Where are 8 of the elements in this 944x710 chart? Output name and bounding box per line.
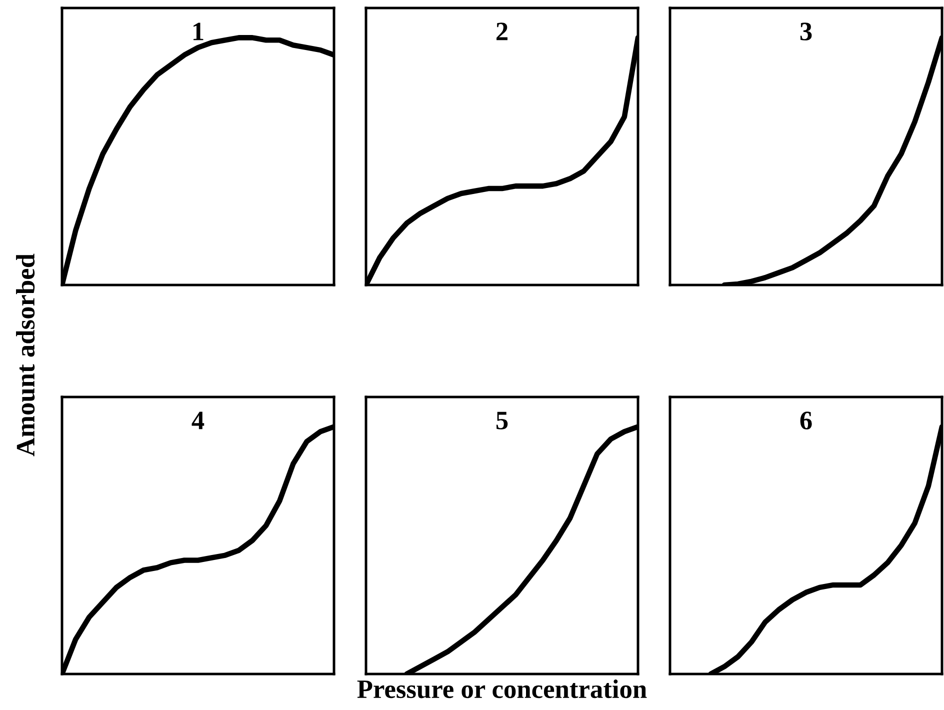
chart-title: 3 xyxy=(800,22,812,40)
chart-title: 1 xyxy=(194,22,204,40)
y-axis-title: Amount adsorbed xyxy=(16,254,35,456)
x-axis-title: Pressure or concentration xyxy=(357,680,647,698)
chart-title: 5 xyxy=(496,412,508,430)
chart-title: 2 xyxy=(496,22,508,40)
chart-title: 6 xyxy=(800,412,812,430)
chart-title: 4 xyxy=(192,412,204,430)
